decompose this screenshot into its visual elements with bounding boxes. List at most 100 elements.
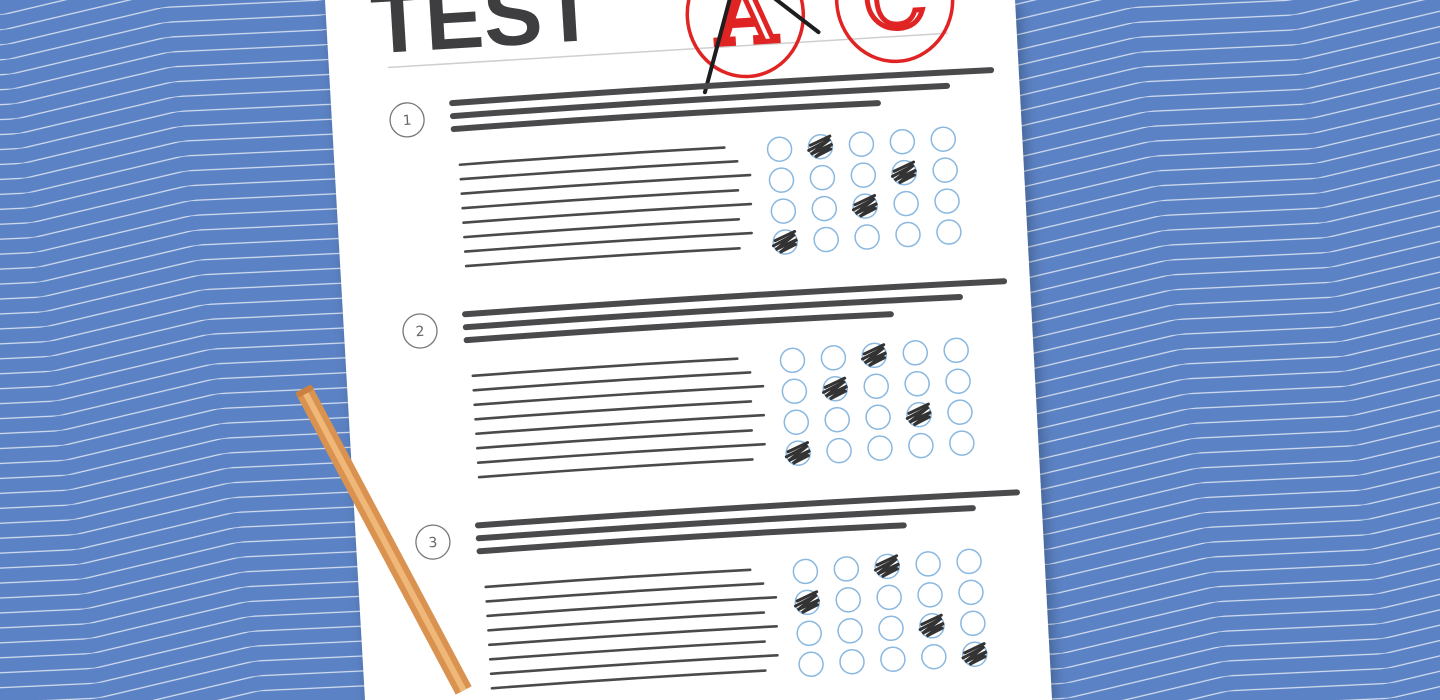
answer-bubble[interactable] (889, 128, 916, 155)
answer-bubble[interactable] (798, 651, 824, 677)
answer-text-line (477, 458, 754, 479)
answer-bubble[interactable] (848, 131, 875, 157)
answer-bubble[interactable] (837, 618, 863, 644)
cross-out-mark (702, 0, 821, 95)
title-divider (387, 32, 948, 69)
question-text-line (450, 100, 881, 133)
grade-circle (685, 0, 806, 79)
grade-circle (834, 0, 955, 64)
pencil-scribble (771, 229, 799, 254)
pencil (295, 384, 472, 695)
answer-bubble[interactable] (876, 584, 902, 611)
answer-bubble[interactable] (908, 432, 934, 459)
answer-bubble[interactable] (867, 435, 893, 461)
answer-bubble[interactable] (917, 582, 943, 608)
answer-bubble[interactable] (826, 437, 852, 464)
answer-bubble[interactable] (768, 167, 795, 193)
question-number-circle (415, 524, 451, 560)
answer-bubble[interactable] (809, 164, 836, 191)
paper (325, 0, 1052, 700)
question-number: 1 (402, 113, 412, 130)
answer-text-line (485, 582, 765, 603)
question-number: 2 (415, 324, 425, 341)
answer-text-line (473, 384, 765, 407)
answer-bubble[interactable] (863, 373, 889, 400)
answer-text-line (486, 595, 778, 618)
question-2: 2 (402, 278, 1008, 479)
question-1: 1 (389, 67, 995, 268)
answer-bubble[interactable] (902, 340, 929, 366)
answer-text-line (472, 371, 752, 392)
answer-bubble[interactable] (783, 409, 810, 435)
answer-bubble[interactable] (811, 195, 838, 222)
answer-text-line (490, 669, 767, 690)
question-text-line (449, 82, 951, 120)
answer-bubble[interactable] (949, 430, 975, 456)
answer-text-line (489, 653, 779, 676)
question-text-line (474, 489, 1020, 529)
answer-text-line (462, 202, 753, 224)
answer-text-line (464, 247, 741, 268)
question-text-line (476, 522, 907, 555)
answer-bubble[interactable] (947, 399, 973, 425)
answer-bubble[interactable] (878, 615, 904, 642)
answer-bubble[interactable] (904, 370, 930, 397)
answer-bubble[interactable] (880, 646, 906, 672)
question-number: 3 (428, 535, 438, 552)
answer-text-line (463, 218, 741, 239)
answer-text-line (460, 173, 752, 195)
answer-bubble[interactable] (850, 162, 877, 188)
question-number-circle (402, 313, 438, 349)
answer-bubble[interactable] (820, 345, 847, 371)
answer-text-line (475, 429, 753, 450)
test-title: TEST (368, 0, 599, 72)
question-text-line (462, 293, 963, 331)
answer-bubble[interactable] (921, 643, 947, 670)
answer-bubble[interactable] (813, 226, 839, 253)
answer-bubble[interactable] (779, 347, 806, 374)
answer-text-line (474, 400, 753, 421)
question-3: 3 (415, 489, 1020, 690)
answer-bubble[interactable] (936, 219, 962, 245)
answer-text-line (459, 160, 739, 181)
question-text-line (475, 505, 976, 542)
answer-bubble[interactable] (956, 548, 982, 575)
answer-bubble[interactable] (766, 136, 793, 162)
pencil-scribble (918, 613, 945, 638)
pencil-scribble (861, 343, 888, 367)
answer-bubble[interactable] (835, 587, 861, 613)
answer-text-line (476, 442, 766, 464)
answer-bubble[interactable] (865, 404, 891, 430)
pencil-scribble (784, 441, 811, 465)
pencil-scribble (961, 642, 988, 666)
pencil-scribble (851, 193, 878, 218)
answer-text-line (484, 568, 752, 589)
answer-bubble[interactable] (792, 558, 819, 585)
pencil-scribble (890, 160, 917, 185)
answer-bubble[interactable] (833, 556, 860, 582)
answer-bubble[interactable] (770, 198, 797, 224)
answer-bubble[interactable] (781, 378, 808, 405)
answer-bubble[interactable] (958, 579, 984, 606)
question-number-circle (389, 102, 425, 138)
paper-sheet: TEST AC 1 2 3 (368, 0, 1020, 690)
answer-bubble[interactable] (824, 406, 850, 433)
answer-text-line (488, 640, 766, 661)
grade-c: C (834, 0, 955, 64)
answer-bubble[interactable] (932, 157, 958, 183)
answer-bubble[interactable] (796, 620, 822, 647)
answer-bubble[interactable] (934, 188, 960, 214)
answer-bubble[interactable] (895, 221, 921, 248)
answer-bubble[interactable] (960, 610, 986, 637)
answer-text-line (458, 146, 726, 167)
answer-bubble[interactable] (839, 648, 865, 675)
pencil-scribble (905, 402, 932, 427)
answer-bubble[interactable] (943, 337, 969, 364)
answer-bubble[interactable] (945, 368, 971, 394)
answer-bubble[interactable] (930, 126, 957, 152)
answer-bubble[interactable] (854, 224, 880, 250)
answer-bubble[interactable] (915, 551, 941, 577)
answer-bubble[interactable] (893, 190, 919, 217)
question-text-line (449, 67, 995, 107)
answer-text-line (471, 357, 739, 378)
